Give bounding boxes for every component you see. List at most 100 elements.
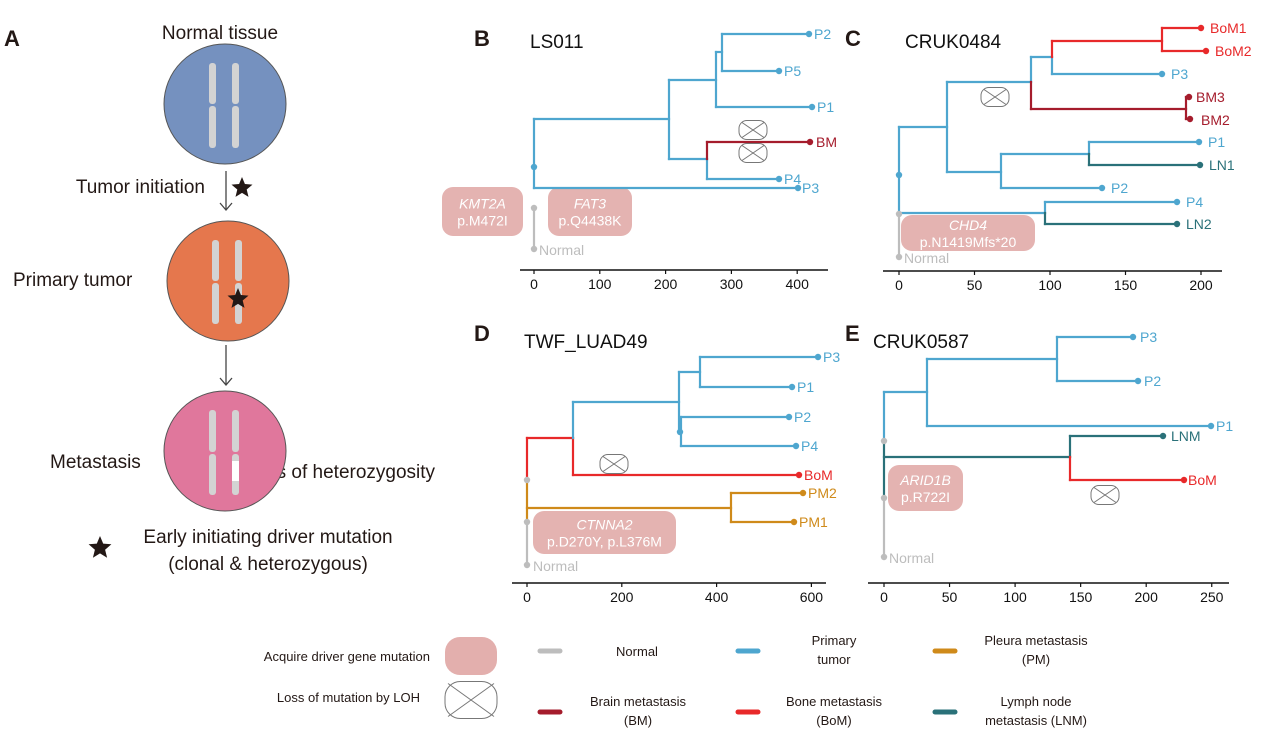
tree-title: TWF_LUAD49 bbox=[524, 332, 648, 353]
metastasis-label: Metastasis bbox=[50, 452, 141, 473]
node-dot-primary bbox=[792, 442, 800, 450]
node-dot-bone bbox=[1197, 24, 1205, 32]
axis-tick-label: 600 bbox=[800, 589, 824, 605]
node-dot-normal bbox=[880, 494, 888, 502]
tip-label: P1 bbox=[1208, 134, 1225, 150]
panel-label-c: C bbox=[845, 26, 861, 51]
chromosome-arm-icon bbox=[212, 240, 219, 281]
chromosome-arm-icon bbox=[209, 63, 216, 104]
node-dot-normal bbox=[880, 437, 888, 445]
loh-label: Loss of heterozygosity bbox=[246, 462, 436, 483]
mutation-gene: FAT3 bbox=[574, 196, 606, 212]
node-dot-normal bbox=[530, 204, 538, 212]
primary-tumor-cell-icon bbox=[166, 220, 290, 342]
arrow-down-icon bbox=[219, 171, 233, 211]
axis-tick-label: 0 bbox=[530, 276, 538, 292]
star-icon bbox=[88, 536, 112, 558]
star-legend-line2: (clonal & heterozygous) bbox=[168, 554, 368, 575]
chromosome-arm-icon bbox=[235, 240, 242, 281]
legend-driver-swatch bbox=[445, 637, 497, 675]
tip-label: LN2 bbox=[1186, 216, 1212, 232]
node-dot-bone bbox=[1202, 47, 1210, 55]
loh-icon bbox=[1090, 485, 1120, 505]
legend-label-bone: (BoM) bbox=[816, 713, 851, 728]
mutation-change: p.N1419Mfs*20 bbox=[920, 234, 1017, 250]
chromosome-arm-icon bbox=[209, 454, 216, 495]
panel-a-schematic: A Normal tissue Tumor initiation Primary… bbox=[4, 23, 436, 575]
node-dot-primary bbox=[775, 175, 783, 183]
tip-label: LN1 bbox=[1209, 157, 1235, 173]
axis-tick-label: 150 bbox=[1114, 277, 1138, 293]
node-dot-lymph bbox=[1173, 220, 1181, 228]
tip-label: P4 bbox=[801, 438, 818, 454]
node-dot-primary bbox=[808, 103, 816, 111]
legend-label-primary: tumor bbox=[817, 652, 851, 667]
node-dot-bone bbox=[795, 471, 803, 479]
node-dot-brain bbox=[1186, 115, 1194, 123]
panel-label-a: A bbox=[4, 26, 20, 51]
star-icon bbox=[231, 177, 253, 197]
tip-label: P1 bbox=[797, 379, 814, 395]
node-dot-primary bbox=[794, 184, 802, 192]
axis-tick-label: 0 bbox=[523, 589, 531, 605]
legend-loh-icon bbox=[444, 681, 498, 719]
tip-label: P4 bbox=[784, 171, 801, 187]
tree-title: CRUK0587 bbox=[873, 332, 969, 353]
legend-item-bone: Bone metastasis (BoM) bbox=[735, 694, 883, 728]
node-dot-primary bbox=[785, 413, 793, 421]
axis-tick-label: 200 bbox=[610, 589, 634, 605]
legend-label-brain: Brain metastasis bbox=[590, 694, 687, 709]
node-dot-primary bbox=[1195, 138, 1203, 146]
axis-tick-label: 200 bbox=[654, 276, 678, 292]
axis-tick-label: 400 bbox=[786, 276, 810, 292]
tree-title: LS011 bbox=[530, 32, 584, 53]
loh-icon bbox=[738, 120, 768, 140]
mutation-change: p.Q4438K bbox=[558, 213, 622, 229]
tip-label: P3 bbox=[802, 180, 819, 196]
x-axis: 0 200 400 600 bbox=[512, 582, 826, 605]
legend-label-pleura: (PM) bbox=[1022, 652, 1050, 667]
legend-driver-label: Acquire driver gene mutation bbox=[264, 649, 430, 664]
legend-item-lymph: Lymph node metastasis (LNM) bbox=[932, 694, 1087, 728]
legend-item-pleura: Pleura metastasis (PM) bbox=[932, 633, 1088, 667]
tip-label: BoM2 bbox=[1215, 43, 1252, 59]
legend-label-brain: (BM) bbox=[624, 713, 652, 728]
mutation-change: p.M472I bbox=[457, 213, 508, 229]
tip-label: PM2 bbox=[808, 485, 837, 501]
mutation-gene: ARID1B bbox=[899, 472, 951, 488]
tip-label: LNM bbox=[1171, 428, 1201, 444]
node-dot-primary bbox=[1129, 333, 1137, 341]
node-dot-primary bbox=[805, 30, 813, 38]
tip-label: Normal bbox=[889, 550, 934, 566]
loh-icon bbox=[599, 454, 629, 474]
node-dot-normal bbox=[895, 210, 903, 218]
axis-tick-label: 200 bbox=[1135, 589, 1159, 605]
axis-tick-label: 250 bbox=[1200, 589, 1224, 605]
primary-tumor-label: Primary tumor bbox=[13, 270, 133, 291]
legend-item-normal: Normal bbox=[537, 644, 658, 659]
axis-tick-label: 300 bbox=[720, 276, 744, 292]
chromosome-arm-icon bbox=[232, 106, 239, 148]
node-dot-primary bbox=[1098, 184, 1106, 192]
node-dot-primary bbox=[1207, 422, 1215, 430]
axis-tick-label: 150 bbox=[1069, 589, 1093, 605]
normal-cell-icon bbox=[163, 43, 287, 165]
axis-tick-label: 0 bbox=[895, 277, 903, 293]
tip-label: Normal bbox=[904, 250, 949, 266]
node-dot-lymph bbox=[1159, 432, 1167, 440]
mutation-gene: CTNNA2 bbox=[576, 517, 632, 533]
metastasis-cell-icon bbox=[163, 390, 287, 512]
node-dot-normal bbox=[895, 253, 903, 261]
tip-label: P1 bbox=[1216, 418, 1233, 434]
node-dot-normal bbox=[880, 553, 888, 561]
tip-label: PM1 bbox=[799, 514, 828, 530]
mutation-change: p.R722I bbox=[901, 489, 950, 505]
normal-tissue-label: Normal tissue bbox=[162, 23, 278, 44]
node-dot-normal bbox=[523, 518, 531, 526]
node-dot-primary bbox=[895, 171, 903, 179]
tip-label: P3 bbox=[1171, 66, 1188, 82]
